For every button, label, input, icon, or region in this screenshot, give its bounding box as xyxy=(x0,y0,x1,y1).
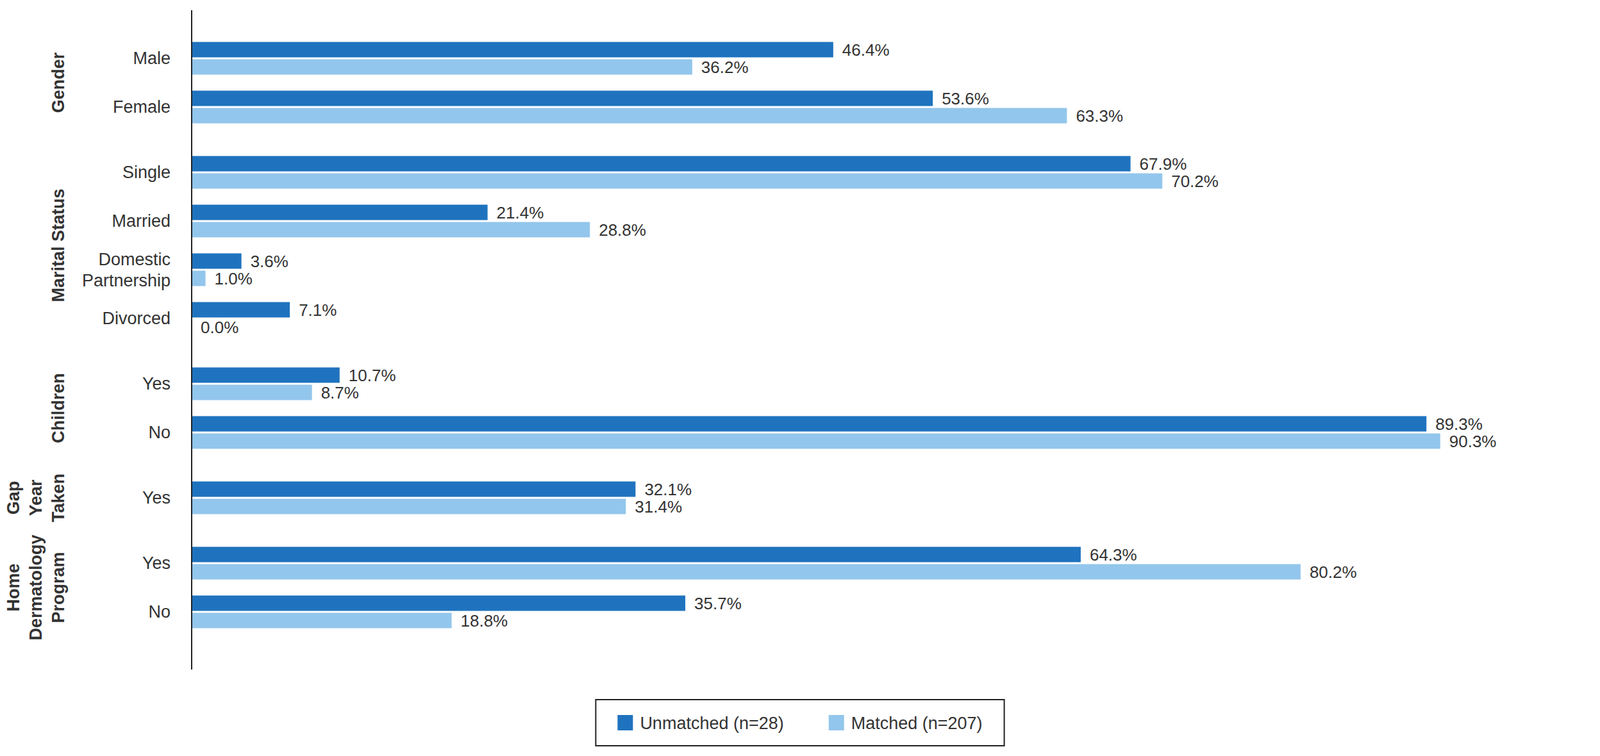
label-line: Yes xyxy=(142,553,171,574)
data-label: 32.1% xyxy=(644,480,692,500)
bar xyxy=(191,173,1163,190)
data-label: 90.3% xyxy=(1449,432,1497,452)
category-label: Divorced xyxy=(101,308,171,329)
data-labels: 46.4% 36.2% 53.6% 63.3% 67.9%70.2% 21.4% 28.8%… xyxy=(200,40,1497,631)
data-label: 89.3% xyxy=(1435,414,1483,434)
group-label: Children xyxy=(48,373,68,444)
label-line: Children xyxy=(48,373,68,444)
category-label: Single xyxy=(122,162,171,183)
category-label: No xyxy=(148,423,171,443)
bar xyxy=(191,596,686,612)
group-label: HomeDermatologyProgram xyxy=(3,534,68,641)
bar xyxy=(191,205,488,221)
label-line: Marital Status xyxy=(48,188,68,302)
group-label: Gender xyxy=(48,51,68,113)
label-line: Yes xyxy=(142,488,171,508)
label-line: Partnership xyxy=(82,271,171,291)
data-label: 18.8% xyxy=(460,611,509,631)
data-label: 31.4% xyxy=(634,497,683,517)
category-label: Female xyxy=(112,97,171,117)
bar xyxy=(191,499,626,515)
label-line: Gender xyxy=(48,51,68,113)
data-label: 8.7% xyxy=(321,383,359,403)
bar xyxy=(191,433,1441,450)
label-line: Married xyxy=(111,211,171,231)
label-line: Taken xyxy=(48,473,68,523)
category-labels: Male Female Single Married DomesticPartnersh… xyxy=(82,48,171,622)
bar xyxy=(191,547,1081,563)
bar xyxy=(191,482,636,498)
label-line: No xyxy=(148,423,171,443)
legend-label: Matched (n=207) xyxy=(851,714,983,734)
label-line: Gap xyxy=(3,481,24,516)
label-line: Home xyxy=(3,563,24,612)
data-label: 1.0% xyxy=(214,269,253,289)
data-label: 36.2% xyxy=(701,57,749,77)
bar xyxy=(191,271,206,287)
label-line: Dermatology xyxy=(26,534,46,641)
category-label: Married xyxy=(111,211,171,231)
group-labels: Gender Marital Status Children GapYearTaken… xyxy=(3,51,68,641)
label-line: Divorced xyxy=(101,308,171,329)
data-label: 0.0% xyxy=(200,317,239,338)
bar xyxy=(191,253,242,270)
category-label: Yes xyxy=(142,374,171,394)
bar xyxy=(191,42,834,58)
legend-swatch xyxy=(617,715,633,731)
bar xyxy=(191,367,340,384)
data-label: 21.4% xyxy=(496,203,545,223)
data-label: 67.9% xyxy=(1139,154,1188,174)
bar xyxy=(191,222,590,238)
data-label: 63.3% xyxy=(1075,106,1124,126)
group-label: GapYearTaken xyxy=(3,473,68,523)
data-label: 80.2% xyxy=(1309,562,1358,583)
data-label: 35.7% xyxy=(694,594,742,614)
bar xyxy=(191,302,290,318)
label-line: Program xyxy=(48,551,68,624)
bar xyxy=(191,59,693,75)
bar xyxy=(191,91,933,107)
category-label: No xyxy=(148,602,171,622)
data-label: 10.7% xyxy=(348,366,397,386)
legend-label: Unmatched (n=28) xyxy=(639,714,784,734)
label-line: Single xyxy=(122,162,171,183)
data-label: 3.6% xyxy=(250,251,289,272)
bar xyxy=(191,156,1131,172)
bar xyxy=(191,564,1301,581)
data-label: 28.8% xyxy=(598,220,647,240)
legend-box xyxy=(595,700,1004,747)
label-line: No xyxy=(148,602,171,622)
data-label: 53.6% xyxy=(941,89,990,109)
label-line: Year xyxy=(26,479,46,517)
label-line: Yes xyxy=(142,374,171,394)
legend-swatch xyxy=(828,715,845,731)
category-axis xyxy=(191,10,193,670)
bar xyxy=(191,385,313,401)
legend: Unmatched (n=28) Matched (n=207) xyxy=(595,700,1004,747)
label-line: Male xyxy=(132,48,171,68)
category-label: Yes xyxy=(142,488,171,508)
data-label: 7.1% xyxy=(298,300,337,320)
data-label: 70.2% xyxy=(1171,171,1219,192)
label-line: Female xyxy=(112,97,171,117)
bar xyxy=(191,416,1427,433)
data-label: 64.3% xyxy=(1089,545,1138,565)
bar xyxy=(191,108,1067,124)
category-label: Yes xyxy=(142,553,171,574)
label-line: Domestic xyxy=(98,250,171,270)
chart: 46.4% 36.2% 53.6% 63.3% 67.9%70.2% 21.4% 28.8%… xyxy=(0,0,1600,756)
data-label: 46.4% xyxy=(842,40,890,60)
bar xyxy=(191,613,452,629)
bars xyxy=(191,42,1441,629)
category-label: DomesticPartnership xyxy=(82,250,171,291)
category-label: Male xyxy=(132,48,171,68)
group-label: Marital Status xyxy=(48,188,68,302)
